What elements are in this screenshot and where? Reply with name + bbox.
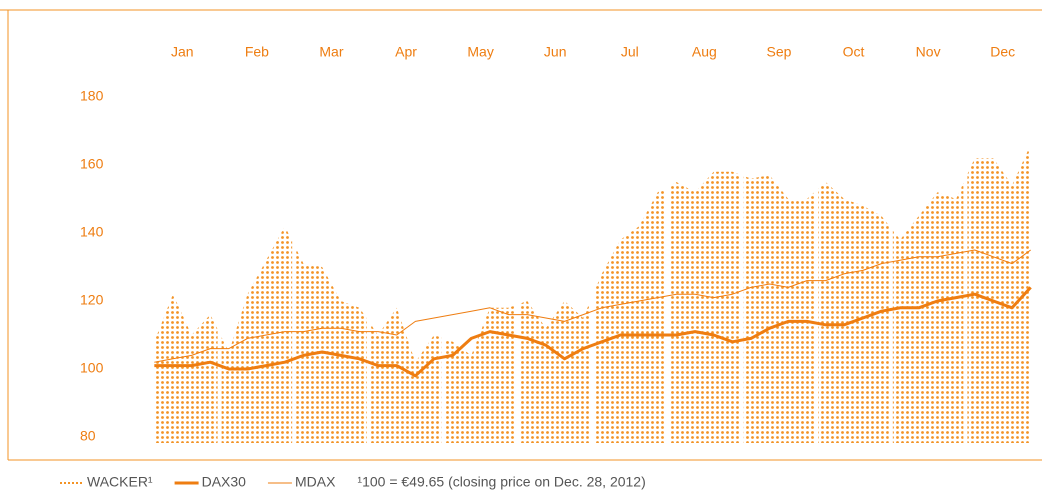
x-tick-label: Apr	[395, 44, 417, 60]
legend-label: WACKER¹	[87, 474, 153, 490]
x-tick-label: Aug	[692, 44, 717, 60]
month-gap	[590, 77, 595, 448]
line	[154, 249, 1031, 363]
month-gap	[888, 77, 893, 448]
x-tick-label: May	[467, 44, 493, 60]
x-tick-label: Sep	[766, 44, 791, 60]
month-gap	[366, 77, 371, 448]
x-tick-label: Dec	[990, 44, 1015, 60]
month-gap	[217, 77, 222, 448]
month-gap	[441, 77, 446, 448]
area	[154, 144, 1031, 443]
x-tick-label: Jan	[171, 44, 194, 60]
line	[154, 286, 1032, 378]
footnote: ¹100 = €49.65 (closing price on Dec. 28,…	[357, 474, 645, 490]
legend: WACKER¹ DAX30 MDAX ¹100 = €49.65 (closing p…	[60, 474, 646, 490]
y-tick-label: 140	[80, 224, 104, 240]
y-tick-label: 160	[80, 156, 104, 172]
month-gap	[292, 77, 297, 448]
month-gap	[739, 77, 744, 448]
x-tick-label: Jul	[621, 44, 639, 60]
month-gap	[515, 77, 520, 448]
y-tick-label: 100	[80, 360, 104, 376]
y-tick-label: 80	[80, 428, 96, 444]
legend-label: MDAX	[295, 474, 336, 490]
x-tick-label: Oct	[843, 44, 865, 60]
month-gap	[963, 77, 968, 448]
x-tick-label: Jun	[544, 44, 567, 60]
x-tick-label: Mar	[319, 44, 343, 60]
x-tick-label: Nov	[916, 44, 941, 60]
month-gap	[814, 77, 819, 448]
month-gap	[665, 77, 670, 448]
y-tick-label: 180	[80, 88, 104, 104]
x-tick-label: Feb	[245, 44, 269, 60]
y-tick-label: 120	[80, 292, 104, 308]
legend-label: DAX30	[202, 474, 247, 490]
